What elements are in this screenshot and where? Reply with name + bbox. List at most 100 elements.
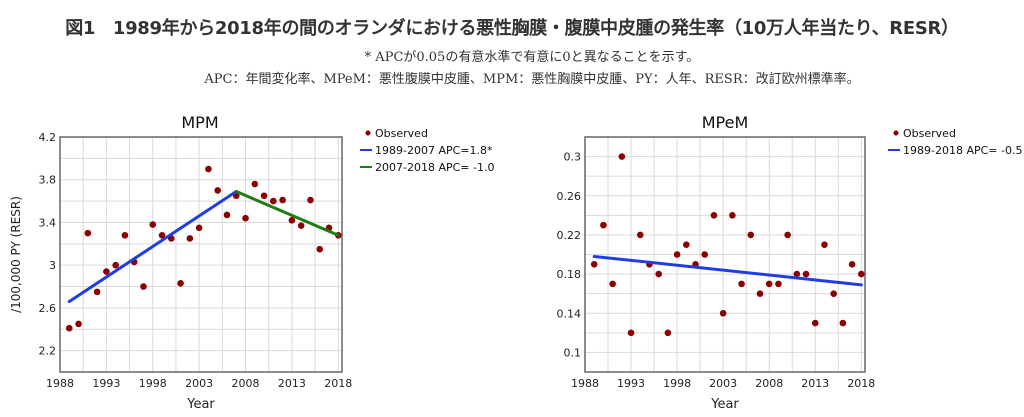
- observed-point: [297, 222, 305, 229]
- observed-point: [821, 241, 828, 249]
- y-tick-label: 2.6: [39, 302, 57, 315]
- observed-point: [251, 180, 259, 188]
- significance-note: * APCが0.05の有意水準で有意に0と異なることを示す。: [364, 50, 700, 65]
- observed-point: [65, 324, 73, 332]
- plot-frame: [59, 136, 343, 373]
- x-tick-label: 2003: [709, 377, 737, 390]
- trend-line: [67, 189, 238, 303]
- y-tick-label: 0.14: [557, 307, 582, 320]
- x-axis-label: Year: [186, 397, 215, 412]
- observed-point: [784, 231, 791, 239]
- y-tick-label: 2.2: [39, 345, 57, 358]
- observed-point: [195, 224, 203, 232]
- x-tick-label: 1988: [571, 377, 599, 390]
- x-tick-label: 2013: [801, 377, 829, 390]
- observed-point: [636, 231, 644, 239]
- observed-point: [93, 288, 101, 296]
- observed-point: [729, 212, 736, 219]
- observed-point: [775, 280, 782, 288]
- observed-point: [747, 231, 755, 239]
- y-tick-label: 0.22: [557, 229, 582, 242]
- observed-point: [103, 268, 110, 275]
- legend-label: 1989-2007 APC=1.8*: [375, 144, 493, 157]
- observed-point: [848, 260, 856, 268]
- y-tick-label: 0.1: [564, 346, 582, 359]
- observed-point: [149, 221, 157, 228]
- chart-title: MPM: [181, 113, 218, 132]
- trend-line: [234, 189, 340, 237]
- observed-point: [756, 290, 764, 297]
- observed-point: [279, 196, 286, 204]
- figure-title: 図1 1989年から2018年の間のオランダにおける悪性胸膜・腹膜中皮腫の発生率…: [65, 18, 959, 39]
- observed-point: [223, 211, 231, 219]
- x-tick-label: 1988: [46, 377, 74, 390]
- observed-point: [701, 251, 709, 258]
- x-tick-label: 2008: [232, 377, 260, 390]
- x-tick-label: 1993: [617, 377, 645, 390]
- x-tick-label: 1993: [92, 377, 120, 390]
- observed-point: [121, 231, 129, 239]
- observed-point: [839, 319, 847, 327]
- observed-point: [186, 235, 194, 242]
- observed-point: [719, 309, 727, 317]
- x-tick-label: 2013: [278, 377, 306, 390]
- observed-point: [158, 231, 166, 239]
- observed-point: [307, 196, 314, 204]
- observed-point: [214, 187, 221, 194]
- chart-title: MPeM: [702, 113, 749, 132]
- y-tick-label: 0.18: [557, 268, 582, 281]
- observed-point: [270, 197, 277, 205]
- legend-label: 1989-2018 APC= -0.5: [903, 144, 1022, 157]
- observed-point: [683, 241, 690, 249]
- legend-label: 2007-2018 APC= -1.0: [375, 161, 494, 174]
- observed-point: [655, 270, 662, 278]
- x-tick-label: 1998: [139, 377, 167, 390]
- observed-point: [600, 221, 607, 229]
- x-tick-label: 2008: [755, 377, 783, 390]
- observed-point: [288, 217, 296, 224]
- abbreviation-note: APC：年間変化率、MPeM：悪性腹膜中皮腫、MPM：悪性胸膜中皮腫、PY：人年…: [204, 72, 860, 87]
- observed-point: [140, 283, 147, 290]
- observed-point: [609, 280, 616, 288]
- observed-point: [618, 153, 626, 160]
- x-tick-label: 1998: [663, 377, 691, 390]
- observed-point: [802, 270, 810, 278]
- y-tick-label: 4.2: [39, 131, 57, 144]
- observed-point: [242, 214, 249, 222]
- observed-point: [673, 251, 681, 258]
- observed-point: [830, 290, 837, 297]
- legend-label: Observed: [375, 127, 428, 140]
- observed-point: [738, 280, 745, 288]
- legend-observed-marker: [893, 130, 899, 136]
- y-tick-label: 3.4: [39, 216, 57, 229]
- observed-point: [858, 270, 865, 278]
- x-tick-label: 2003: [185, 377, 213, 390]
- y-tick-label: 3: [49, 259, 56, 272]
- observed-point: [84, 229, 92, 237]
- observed-point: [590, 260, 598, 268]
- observed-point: [793, 270, 801, 278]
- y-tick-label: 0.3: [564, 151, 582, 164]
- observed-point: [765, 280, 773, 288]
- y-axis-label: /100,000 PY (RESR): [9, 196, 23, 313]
- plot-frame: [584, 136, 866, 373]
- observed-point: [260, 192, 268, 200]
- observed-point: [316, 245, 324, 253]
- x-axis-label: Year: [710, 397, 739, 412]
- observed-point: [177, 280, 184, 287]
- observed-point: [664, 329, 672, 337]
- x-tick-label: 2018: [324, 377, 352, 390]
- observed-point: [205, 165, 212, 173]
- observed-point: [627, 329, 635, 337]
- y-tick-label: 0.26: [557, 190, 582, 203]
- observed-point: [811, 319, 819, 327]
- y-tick-label: 3.8: [39, 174, 57, 187]
- observed-point: [710, 212, 718, 219]
- legend-observed-marker: [365, 130, 371, 136]
- x-tick-label: 2018: [847, 377, 875, 390]
- legend-label: Observed: [903, 127, 956, 140]
- observed-point: [112, 261, 119, 269]
- trend-line: [592, 254, 863, 287]
- observed-point: [75, 320, 82, 328]
